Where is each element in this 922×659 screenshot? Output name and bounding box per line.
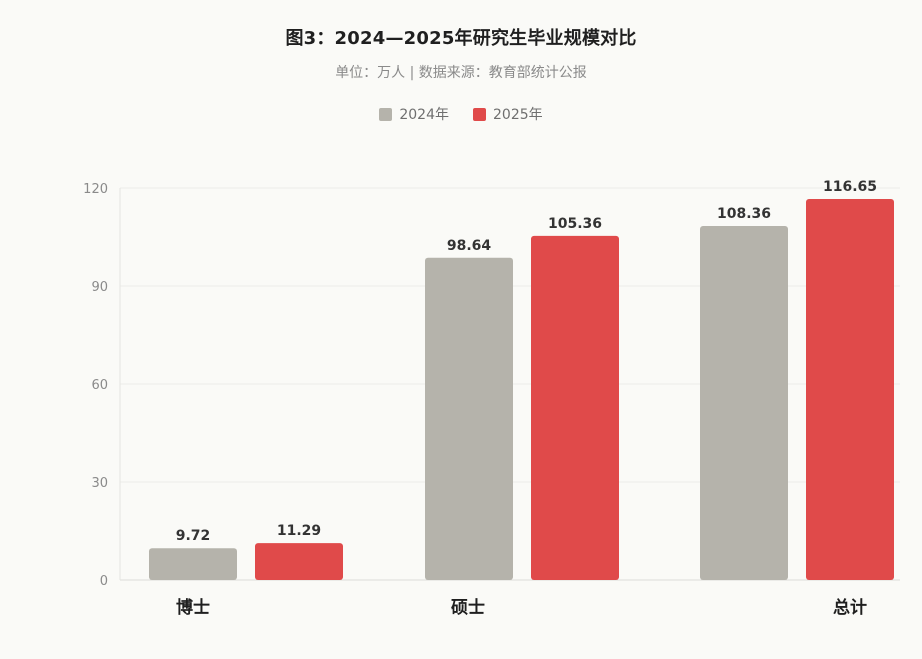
y-tick-label: 90 [91, 280, 108, 295]
bar-2024-2[interactable] [700, 226, 788, 581]
x-category-label: 硕士 [451, 597, 485, 618]
data-label: 9.72 [176, 528, 211, 544]
y-tick-label: 60 [91, 378, 108, 393]
bar-2025-2[interactable] [806, 198, 894, 580]
legend-label-2024: 2024年 [399, 107, 449, 123]
legend-item-2025[interactable]: 2025年 [473, 104, 543, 124]
bar-2024-1[interactable] [425, 257, 513, 580]
y-tick-label: 0 [100, 574, 108, 589]
data-label: 11.29 [277, 523, 321, 539]
chart-title: 图3：2024—2025年研究生毕业规模对比 [285, 28, 637, 49]
chart-subtitle: 单位：万人 | 数据来源：教育部统计公报 [335, 65, 587, 81]
y-tick-label: 30 [91, 476, 108, 491]
y-tick-label: 120 [83, 182, 108, 197]
data-label: 108.36 [717, 206, 771, 222]
x-category-label: 总计 [833, 597, 867, 618]
legend-swatch-2025 [473, 107, 486, 121]
legend-label-2025: 2025年 [493, 107, 543, 123]
data-label: 105.36 [548, 216, 602, 232]
bar-2024-0[interactable] [149, 548, 237, 580]
bar-2025-1[interactable] [531, 235, 619, 580]
legend-swatch-2024 [379, 107, 393, 121]
data-label: 98.64 [447, 238, 492, 254]
bar-2025-0[interactable] [255, 543, 343, 580]
data-label: 116.65 [823, 179, 877, 195]
chart-legend: 2024年 2025年 [0, 104, 922, 124]
legend-item-2024[interactable]: 2024年 [379, 104, 449, 124]
x-category-label: 博士 [176, 597, 210, 618]
